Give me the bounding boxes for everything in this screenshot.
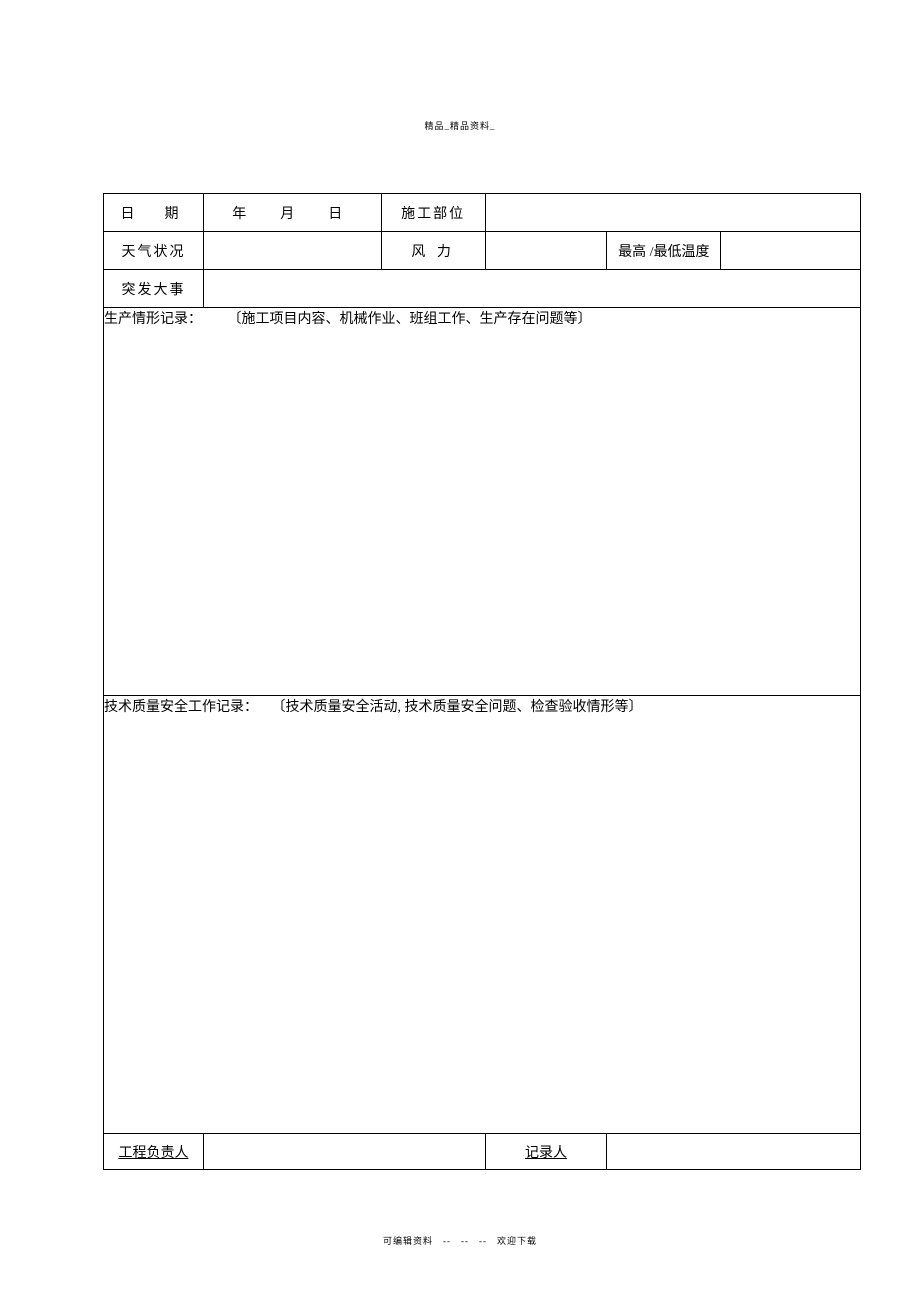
recorder-value xyxy=(607,1134,861,1170)
temp-value xyxy=(721,232,861,270)
weather-label: 天气状况 xyxy=(104,232,204,270)
production-desc: 〔施工项目内容、机械作业、班组工作、生产存在问题等〕 xyxy=(228,312,592,327)
manager-value xyxy=(203,1134,485,1170)
incident-value xyxy=(203,270,860,308)
location-value xyxy=(485,194,860,232)
construction-log-table: 日 期 年 月 日 施工部位 天气状况 风 力 最高 /最低温度 突发大事 生产… xyxy=(103,193,861,1170)
location-label: 施工部位 xyxy=(381,194,485,232)
page-footer-text: 可编辑资料 -- -- -- 欢迎下载 xyxy=(0,1234,920,1247)
date-label: 日 期 xyxy=(104,194,204,232)
recorder-label: 记录人 xyxy=(485,1134,607,1170)
page-header-text: 精品_精品资料_ xyxy=(0,119,920,132)
production-record-section: 生产情形记录： 〔施工项目内容、机械作业、班组工作、生产存在问题等〕 xyxy=(104,308,861,696)
date-value: 年 月 日 xyxy=(203,194,381,232)
weather-value xyxy=(203,232,381,270)
tech-safety-section: 技术质量安全工作记录： 〔技术质量安全活动, 技术质量安全问题、检查验收情形等〕 xyxy=(104,696,861,1134)
tech-title: 技术质量安全工作记录： xyxy=(104,700,258,715)
production-title: 生产情形记录： xyxy=(104,312,202,327)
manager-label: 工程负责人 xyxy=(104,1134,204,1170)
wind-label: 风 力 xyxy=(381,232,485,270)
incident-label: 突发大事 xyxy=(104,270,204,308)
tech-desc: 〔技术质量安全活动, 技术质量安全问题、检查验收情形等〕 xyxy=(272,700,643,715)
wind-value xyxy=(485,232,607,270)
temp-label: 最高 /最低温度 xyxy=(607,232,721,270)
